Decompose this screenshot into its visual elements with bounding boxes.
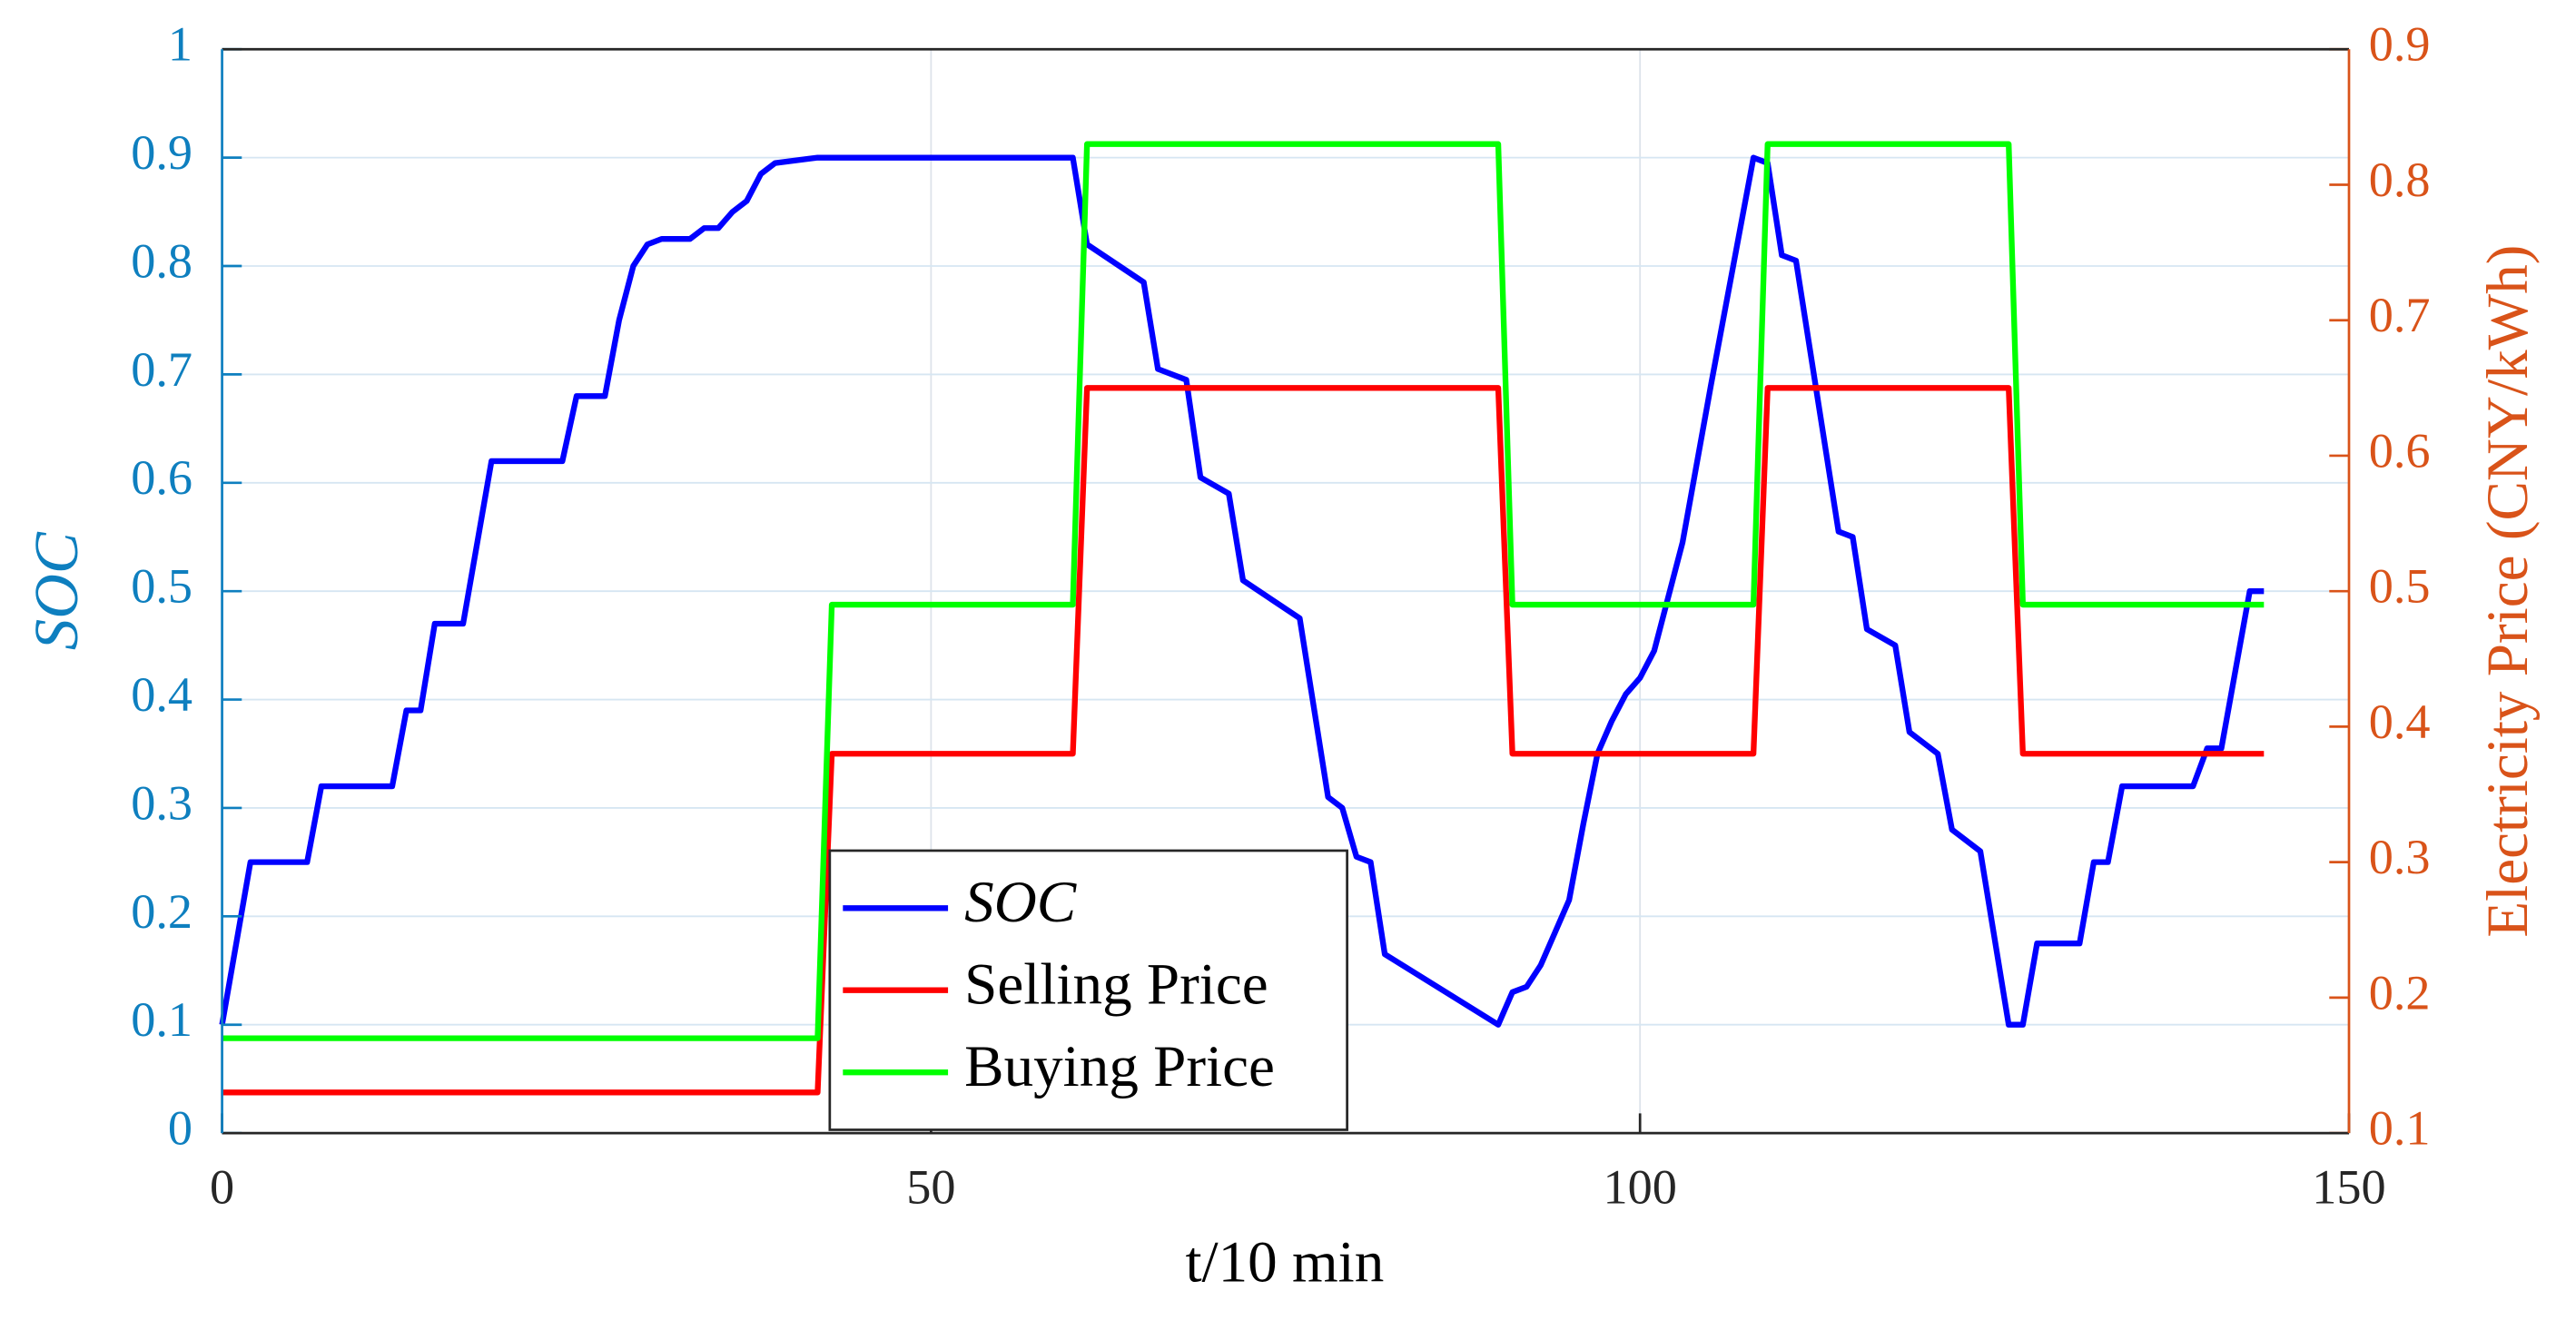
legend: SOC Selling Price Buying Price <box>828 849 1348 1131</box>
series-line <box>219 154 2265 1028</box>
y-tick-label: 0.6 <box>131 450 192 505</box>
y-tick-label: 0.9 <box>131 125 192 180</box>
y-tick-label: 0 <box>168 1101 192 1156</box>
x-tick-label: 100 <box>1604 1160 1677 1215</box>
x-axis-label: t/10 min <box>1185 1229 1384 1295</box>
y-tick-label: 0.5 <box>131 559 192 614</box>
y2-tick-label: 0.5 <box>2369 559 2431 614</box>
y-tick-label: 0.3 <box>131 775 192 830</box>
x-tick-label: 150 <box>2312 1160 2385 1215</box>
legend-label: SOC <box>964 870 1078 935</box>
y2-tick-label: 0.4 <box>2369 695 2431 749</box>
y2-tick-label: 0.3 <box>2369 830 2431 884</box>
y2-tick-label: 0.7 <box>2369 288 2431 342</box>
x-tick-label: 0 <box>210 1160 234 1215</box>
y-tick-label: 0.8 <box>131 233 192 288</box>
x-tick-label: 50 <box>906 1160 955 1215</box>
y2-tick-label: 0.1 <box>2369 1101 2431 1156</box>
series-line <box>222 141 2265 1041</box>
y2-tick-label: 0.2 <box>2369 965 2431 1020</box>
y-tick-label: 1 <box>168 17 192 72</box>
y2-tick-label: 0.8 <box>2369 153 2431 207</box>
legend-label: Selling Price <box>964 952 1268 1018</box>
y-tick-label: 0.7 <box>131 342 192 397</box>
series-line <box>222 385 2265 1096</box>
plot-lines <box>219 141 2265 1096</box>
y-axis-label: SOC <box>22 531 91 650</box>
y2-tick-label: 0.9 <box>2369 17 2431 72</box>
y-tick-label: 0.1 <box>131 992 192 1047</box>
y2-axis-label: Electricity Price (CNY/kWh) <box>2475 245 2541 938</box>
legend-label: Buying Price <box>964 1034 1275 1099</box>
y-tick-label: 0.2 <box>131 884 192 939</box>
y2-tick-label: 0.6 <box>2369 423 2431 478</box>
y-tick-label: 0.4 <box>131 667 192 722</box>
